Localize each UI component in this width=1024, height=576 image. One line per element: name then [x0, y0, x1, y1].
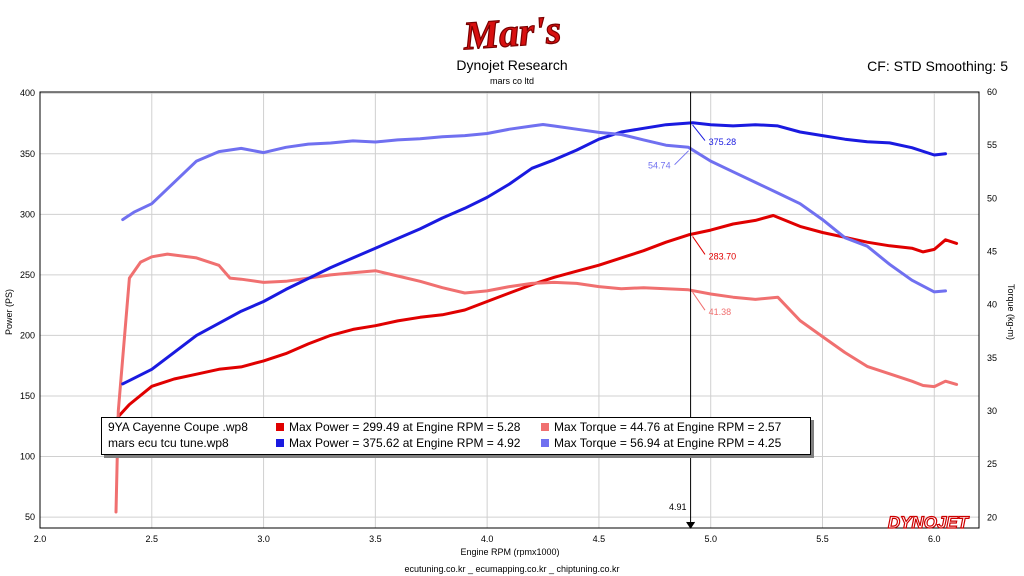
y-axis-label: Power (PS)	[4, 289, 14, 335]
x-tick-label: 3.0	[257, 534, 270, 544]
axes: 2.0 2.5 3.0 3.5 4.0 4.5 5.0 5.5 6.0 50 100 150 200 25…	[20, 87, 997, 544]
y-tick-label: 250	[20, 270, 35, 280]
brand-logo: Mar's	[460, 6, 563, 59]
series-line-run1_power	[116, 214, 959, 419]
legend-max-power: Max Power = 299.49 at Engine RPM = 5.28	[289, 420, 521, 434]
x-axis-label: Engine RPM (rpmx1000)	[460, 547, 559, 557]
series-line-run2_torque	[121, 123, 947, 294]
x-tick-label: 5.0	[704, 534, 717, 544]
y-tick-label: 50	[25, 512, 35, 522]
chart-title: Dynojet Research	[456, 57, 568, 73]
y2-tick-label: 30	[987, 406, 997, 416]
series-line-run2_power	[121, 121, 947, 386]
annotations: 4.91 375.28 54.74 283.70 41.38	[648, 92, 737, 529]
legend-max-power: Max Power = 375.62 at Engine RPM = 4.92	[289, 436, 521, 450]
x-tick-label: 3.5	[369, 534, 382, 544]
legend-max-torque: Max Torque = 56.94 at Engine RPM = 4.25	[554, 436, 782, 450]
y2-tick-label: 55	[987, 140, 997, 150]
annotation-leader	[692, 291, 706, 311]
y2-tick-label: 60	[987, 87, 997, 97]
legend-file: 9YA Cayenne Coupe .wp8	[108, 420, 248, 434]
logo-text: Mar's	[461, 7, 563, 59]
x-tick-label: 4.5	[593, 534, 606, 544]
y2-tick-label: 45	[987, 247, 997, 257]
y-tick-label: 100	[20, 452, 35, 462]
legend-row: mars ecu tcu tune.wp8 Max Power = 375.62…	[102, 435, 810, 451]
annotation-value: 54.74	[648, 161, 671, 171]
legend-swatch-run2-power	[276, 439, 284, 447]
annotation-leader	[692, 236, 706, 255]
annotation-leader	[674, 150, 689, 166]
y-tick-label: 200	[20, 330, 35, 340]
legend-max-torque: Max Torque = 44.76 at Engine RPM = 2.57	[554, 420, 782, 434]
y2-tick-label: 50	[987, 193, 997, 203]
annotation-value: 375.28	[709, 137, 737, 147]
rpm-cursor-marker	[686, 521, 696, 529]
x-tick-label: 2.0	[34, 534, 47, 544]
y2-tick-label: 40	[987, 300, 997, 310]
legend-row: 9YA Cayenne Coupe .wp8 Max Power = 299.4…	[102, 419, 810, 435]
legend-file: mars ecu tcu tune.wp8	[108, 436, 229, 450]
cursor-value-label: 4.91	[669, 502, 687, 512]
x-tick-label: 4.0	[481, 534, 494, 544]
plot-frame	[39, 91, 980, 529]
x-tick-label: 6.0	[928, 534, 941, 544]
y-tick-label: 150	[20, 391, 35, 401]
y2-tick-label: 25	[987, 459, 997, 469]
y-tick-label: 300	[20, 209, 35, 219]
series-line-run1_torque	[114, 252, 959, 514]
x-tick-label: 2.5	[146, 534, 159, 544]
legend-swatch-run2-torque	[541, 439, 549, 447]
legend-swatch-run1-power	[276, 423, 284, 431]
footer-text: ecutuning.co.kr _ ecumapping.co.kr _ chi…	[404, 564, 619, 574]
y-tick-label: 400	[20, 88, 35, 98]
chart-subtitle: mars co ltd	[489, 76, 534, 86]
annotation-value: 41.38	[709, 307, 732, 317]
y2-tick-label: 35	[987, 353, 997, 363]
x-tick-label: 5.5	[816, 534, 829, 544]
annotation-leader	[692, 124, 706, 141]
annotation-value: 283.70	[709, 251, 737, 261]
y2-tick-label: 20	[987, 512, 997, 522]
grid	[39, 92, 979, 528]
y2-axis-label: Torque (kg-m)	[1006, 284, 1016, 340]
series-layer	[114, 121, 959, 514]
y-tick-label: 350	[20, 149, 35, 159]
legend-swatch-run1-torque	[541, 423, 549, 431]
legend: 9YA Cayenne Coupe .wp8 Max Power = 299.4…	[101, 417, 811, 455]
dynojet-brand: DYNOJET	[888, 513, 970, 532]
correction-factor: CF: STD Smoothing: 5	[867, 58, 1008, 74]
